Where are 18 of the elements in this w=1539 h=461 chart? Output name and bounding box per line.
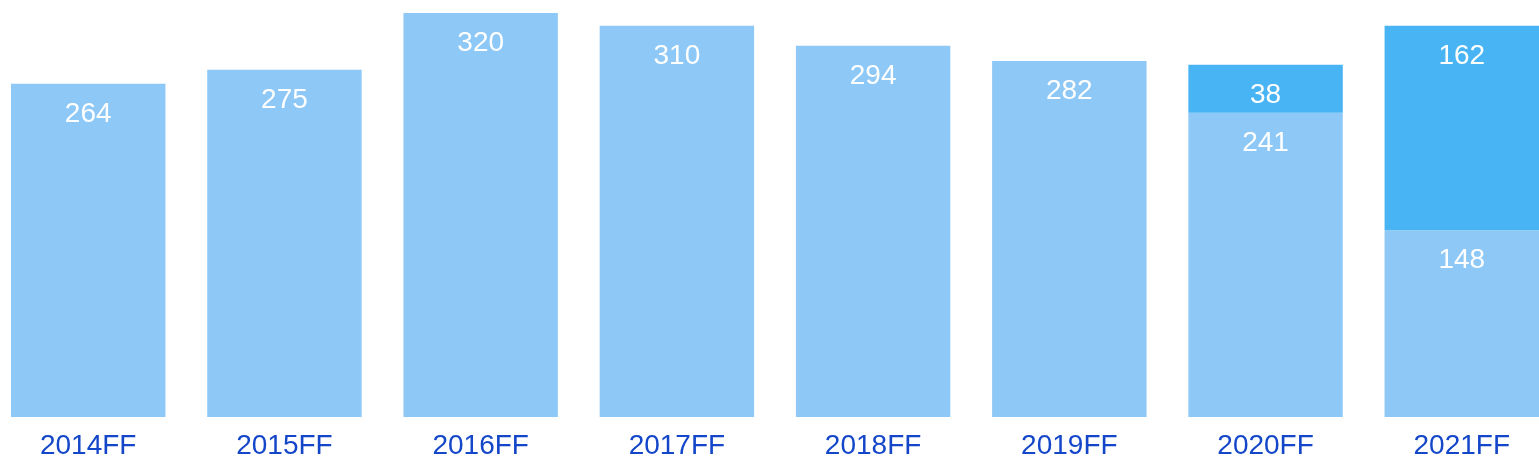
data-label: 241 xyxy=(1242,125,1289,157)
x-tick-label: 2014FF xyxy=(39,428,137,460)
data-label: 38 xyxy=(1249,77,1282,109)
data-label: 294 xyxy=(849,58,897,90)
x-tick-label: 2021FF xyxy=(1413,428,1511,460)
data-label: 310 xyxy=(653,38,701,70)
data-label: 320 xyxy=(457,26,505,57)
x-tick-label: 2020FF xyxy=(1217,428,1314,460)
x-tick-label: 2019FF xyxy=(1021,428,1118,460)
data-label: 282 xyxy=(1045,73,1093,105)
data-label: 162 xyxy=(1438,38,1486,70)
data-label: 148 xyxy=(1438,243,1486,275)
x-tick-label: 2018FF xyxy=(824,428,922,460)
x-tick-label: 2016FF xyxy=(432,428,529,460)
data-label: 264 xyxy=(64,96,112,128)
x-tick-label: 2015FF xyxy=(236,428,333,460)
x-tick-label: 2017FF xyxy=(628,428,726,460)
data-label: 275 xyxy=(261,82,308,114)
